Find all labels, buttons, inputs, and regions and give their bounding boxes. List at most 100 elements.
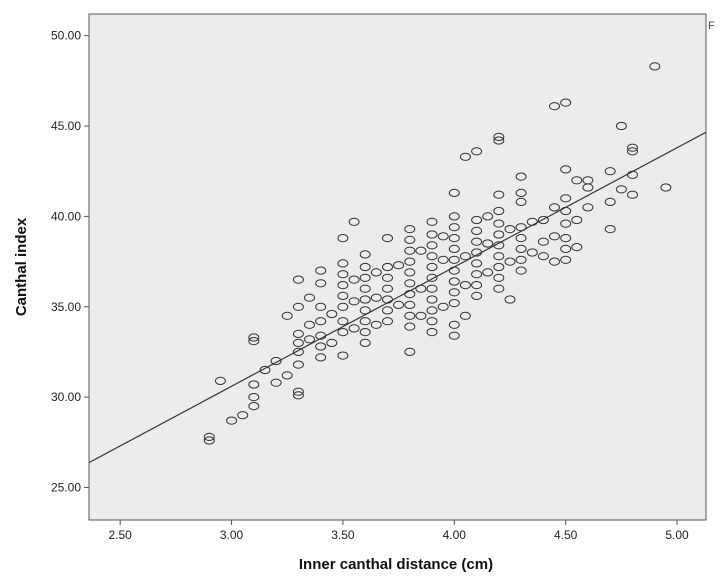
data-point [448, 244, 460, 253]
data-point [226, 416, 238, 425]
data-point [627, 147, 638, 156]
data-point [471, 259, 483, 268]
data-point [259, 365, 271, 375]
data-point [493, 230, 505, 239]
data-point [615, 121, 627, 131]
data-point [537, 237, 549, 246]
data-point [437, 255, 449, 264]
data-point [426, 252, 438, 261]
data-point [459, 252, 471, 261]
data-point [315, 279, 327, 288]
data-point [515, 266, 527, 275]
data-point [304, 335, 315, 344]
data-point [537, 215, 549, 225]
data-point [359, 250, 371, 259]
data-point [504, 257, 516, 266]
data-point [337, 291, 349, 300]
x-tick-labels: 2.50 3.00 3.50 4.00 4.50 5.00 [109, 528, 690, 542]
data-point [471, 226, 483, 235]
data-point [426, 317, 438, 326]
y-tick-label: 45.00 [51, 119, 81, 133]
data-point [404, 257, 416, 266]
data-point [292, 360, 304, 369]
data-point [270, 356, 282, 366]
data-point [549, 232, 560, 241]
plot-area [88, 13, 707, 521]
data-point [426, 295, 438, 304]
data-point [482, 239, 494, 248]
data-point [270, 378, 282, 387]
data-point [359, 306, 371, 315]
data-point [370, 268, 382, 277]
data-point [604, 197, 616, 206]
data-point [515, 172, 527, 181]
x-axis-title: Inner canthal distance (cm) [299, 556, 493, 573]
x-tick-label: 4.50 [554, 528, 578, 542]
data-point [348, 275, 360, 284]
data-point [493, 273, 505, 282]
data-point [337, 351, 349, 360]
data-point [348, 217, 360, 226]
data-point [382, 273, 393, 282]
data-point [515, 188, 527, 197]
data-point [292, 275, 304, 284]
data-point [426, 262, 438, 272]
data-point [560, 165, 572, 174]
data-point [560, 234, 572, 243]
data-point [359, 295, 371, 304]
data-point [292, 391, 304, 400]
data-point [337, 234, 349, 243]
data-point [515, 197, 527, 206]
data-point [426, 217, 438, 226]
data-point [393, 261, 405, 270]
data-point [448, 277, 460, 286]
data-point [404, 347, 416, 356]
data-point [426, 241, 438, 250]
data-point [615, 185, 627, 194]
data-point [315, 353, 327, 362]
data-point [493, 136, 505, 145]
data-point [404, 300, 416, 309]
x-tick-label: 4.00 [443, 528, 467, 542]
data-point [471, 237, 483, 246]
data-point [248, 402, 260, 411]
y-tick-label: 25.00 [51, 480, 81, 494]
regression-line [88, 131, 707, 464]
data-point [448, 299, 460, 308]
data-point [337, 281, 349, 290]
data-point [315, 302, 327, 311]
y-axis-title: Canthal index [13, 217, 30, 316]
data-point [437, 232, 449, 241]
data-point [448, 255, 460, 264]
data-point [515, 234, 527, 243]
data-point [459, 311, 471, 320]
data-point [248, 333, 260, 342]
y-tick-label: 40.00 [51, 209, 81, 223]
data-point [459, 281, 471, 290]
data-point [281, 311, 293, 320]
data-point [571, 215, 583, 225]
data-point [404, 246, 416, 255]
data-point [382, 284, 393, 293]
data-point [292, 347, 304, 356]
data-point [493, 219, 505, 228]
y-tick-label: 35.00 [51, 300, 81, 314]
data-point [315, 266, 327, 275]
data-point [337, 328, 349, 337]
data-point [292, 302, 304, 311]
data-point [448, 223, 460, 232]
data-point [359, 262, 371, 272]
data-point [304, 293, 315, 302]
data-point [560, 255, 572, 264]
data-points [203, 62, 672, 445]
data-point [426, 273, 438, 282]
data-point [404, 322, 416, 331]
data-point [326, 338, 338, 347]
data-point [459, 152, 471, 161]
data-point [448, 331, 460, 340]
data-point [582, 203, 594, 212]
y-tick-labels: 25.00 30.00 35.00 40.00 45.00 50.00 [51, 29, 81, 495]
data-point [549, 257, 560, 266]
data-point [560, 98, 572, 107]
data-point [627, 143, 638, 152]
